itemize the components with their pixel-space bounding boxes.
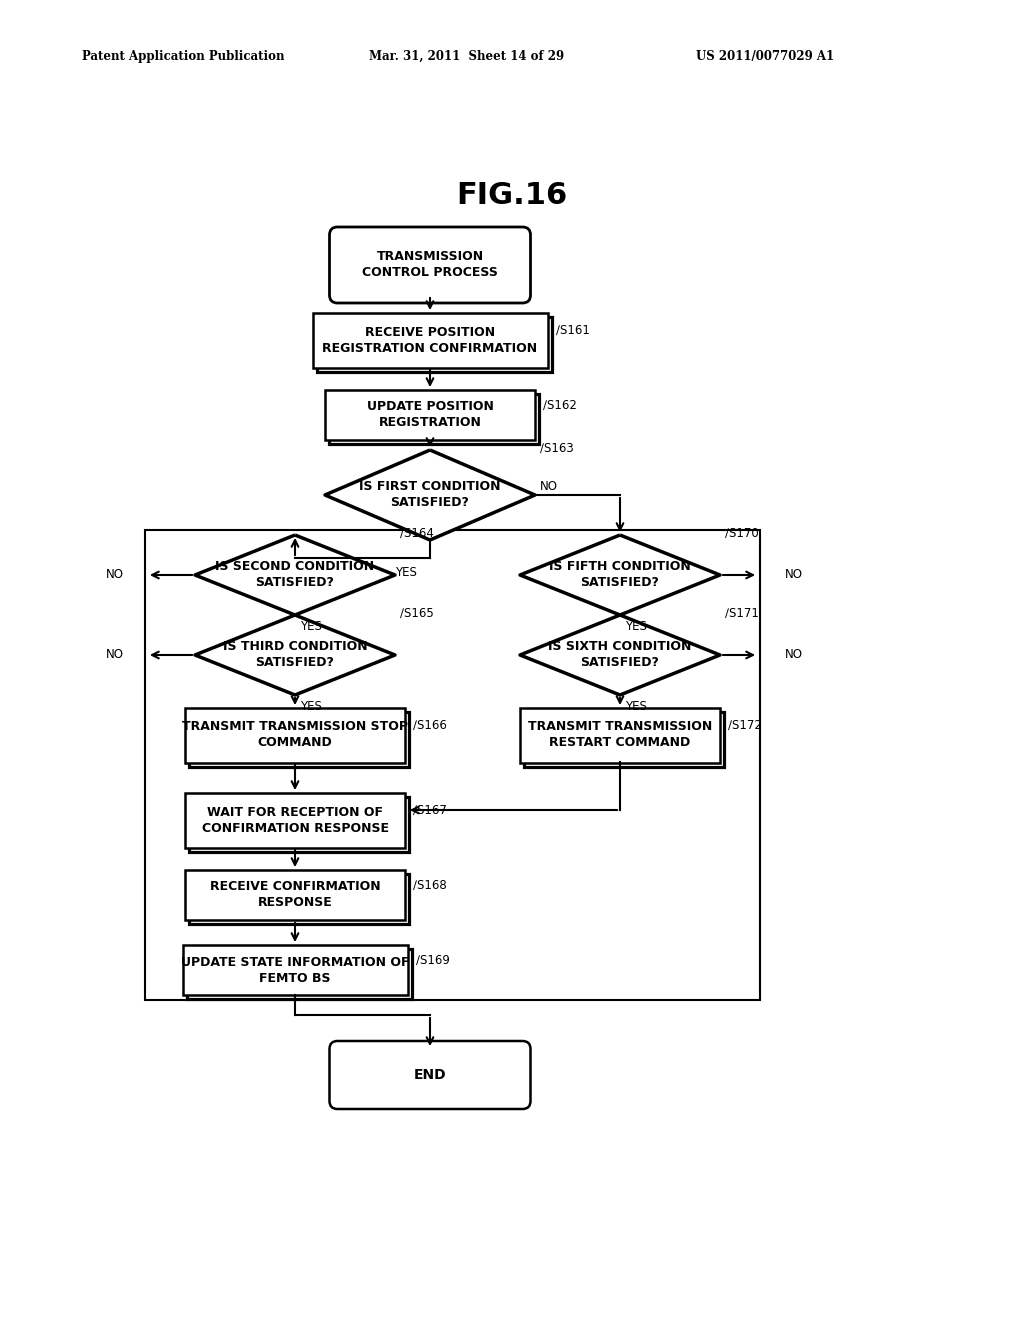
Text: UPDATE POSITION
REGISTRATION: UPDATE POSITION REGISTRATION	[367, 400, 494, 429]
Bar	[520, 708, 720, 763]
Bar	[182, 945, 408, 995]
Text: ∕S164: ∕S164	[400, 527, 434, 540]
Text: US 2011/0077029 A1: US 2011/0077029 A1	[696, 50, 835, 63]
Bar	[186, 949, 412, 999]
Text: ∕S169: ∕S169	[416, 953, 450, 966]
Bar	[189, 796, 409, 851]
Text: ∕S165: ∕S165	[400, 606, 434, 619]
Text: WAIT FOR RECEPTION OF
CONFIRMATION RESPONSE: WAIT FOR RECEPTION OF CONFIRMATION RESPO…	[202, 805, 388, 834]
FancyBboxPatch shape	[330, 227, 530, 304]
Text: IS FIRST CONDITION
SATISFIED?: IS FIRST CONDITION SATISFIED?	[359, 480, 501, 510]
Text: NO: NO	[785, 569, 803, 582]
Text: ∕S161: ∕S161	[555, 323, 590, 337]
Bar	[185, 870, 406, 920]
Text: TRANSMIT TRANSMISSION STOP
COMMAND: TRANSMIT TRANSMISSION STOP COMMAND	[182, 721, 408, 750]
Bar	[325, 389, 535, 440]
Text: Mar. 31, 2011  Sheet 14 of 29: Mar. 31, 2011 Sheet 14 of 29	[369, 50, 564, 63]
Text: NO: NO	[540, 480, 558, 494]
Bar	[185, 792, 406, 847]
Text: NO: NO	[785, 648, 803, 661]
Text: NO: NO	[106, 569, 124, 582]
Bar	[312, 313, 548, 367]
Text: ∕S171: ∕S171	[725, 606, 759, 619]
Polygon shape	[325, 450, 535, 540]
Text: END: END	[414, 1068, 446, 1082]
Text: IS SECOND CONDITION
SATISFIED?: IS SECOND CONDITION SATISFIED?	[215, 561, 375, 590]
Polygon shape	[520, 615, 720, 696]
Text: YES: YES	[300, 701, 322, 714]
Text: ∕S170: ∕S170	[725, 527, 759, 540]
Bar	[316, 317, 552, 371]
Bar	[524, 711, 724, 767]
Text: RECEIVE CONFIRMATION
RESPONSE: RECEIVE CONFIRMATION RESPONSE	[210, 880, 380, 909]
Text: ∕S167: ∕S167	[413, 804, 446, 817]
Text: YES: YES	[625, 701, 647, 714]
Text: TRANSMISSION
CONTROL PROCESS: TRANSMISSION CONTROL PROCESS	[362, 251, 498, 280]
Text: YES: YES	[395, 565, 417, 578]
Polygon shape	[195, 535, 395, 615]
Text: RECEIVE POSITION
REGISTRATION CONFIRMATION: RECEIVE POSITION REGISTRATION CONFIRMATI…	[323, 326, 538, 355]
Polygon shape	[520, 535, 720, 615]
Text: YES: YES	[300, 620, 322, 634]
Text: UPDATE STATE INFORMATION OF
FEMTO BS: UPDATE STATE INFORMATION OF FEMTO BS	[181, 956, 410, 985]
Text: YES: YES	[625, 620, 647, 634]
Text: IS THIRD CONDITION
SATISFIED?: IS THIRD CONDITION SATISFIED?	[222, 640, 368, 669]
Bar	[189, 874, 409, 924]
Text: IS SIXTH CONDITION
SATISFIED?: IS SIXTH CONDITION SATISFIED?	[548, 640, 691, 669]
Text: Patent Application Publication: Patent Application Publication	[82, 50, 285, 63]
FancyBboxPatch shape	[330, 1041, 530, 1109]
Text: ∕S168: ∕S168	[413, 879, 446, 891]
Bar	[185, 708, 406, 763]
Text: ∕S163: ∕S163	[540, 441, 573, 454]
Polygon shape	[195, 615, 395, 696]
Text: IS FIFTH CONDITION
SATISFIED?: IS FIFTH CONDITION SATISFIED?	[549, 561, 691, 590]
Text: ∕S162: ∕S162	[543, 399, 577, 412]
Bar	[145, 531, 760, 1001]
Text: ∕S172: ∕S172	[728, 718, 762, 731]
Bar	[189, 711, 409, 767]
Text: TRANSMIT TRANSMISSION
RESTART COMMAND: TRANSMIT TRANSMISSION RESTART COMMAND	[528, 721, 712, 750]
Text: ∕S166: ∕S166	[413, 718, 446, 731]
Text: NO: NO	[106, 648, 124, 661]
Text: FIG.16: FIG.16	[457, 181, 567, 210]
Bar	[329, 393, 539, 444]
